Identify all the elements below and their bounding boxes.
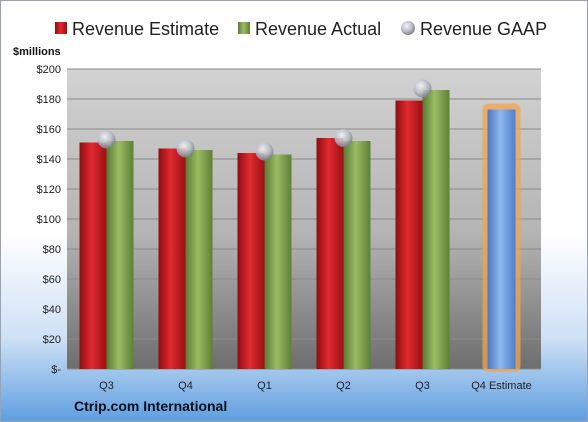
marker-revenue-gaap — [413, 79, 432, 98]
y-axis-unit-label: $millions — [13, 46, 61, 58]
x-tick-label: Q4 Estimate — [471, 380, 532, 392]
bar-revenue-actual — [343, 141, 371, 369]
marker-revenue-gaap — [255, 142, 274, 161]
gridlines — [67, 68, 541, 370]
y-tick-label: $20 — [43, 334, 61, 346]
y-tick-label: $140 — [37, 154, 61, 166]
x-tick-label: Q1 — [257, 380, 272, 392]
y-tick-label: $100 — [37, 214, 61, 226]
x-axis-ticks: Q3 Q4 Q1 Q2 Q3 Q4 Estimate — [99, 380, 532, 392]
chart-marks — [79, 79, 521, 372]
bar-revenue-actual — [185, 150, 213, 369]
legend-gaap-marker — [401, 21, 415, 35]
y-tick-label: $80 — [43, 244, 61, 256]
y-tick-label: $120 — [37, 184, 61, 196]
y-axis-ticks: $- $20 $40 $60 $80 $100 $120 $140 $160 $180 $200 — [37, 64, 62, 376]
x-tick-label: Q3 — [99, 380, 114, 392]
legend-estimate-label: Revenue Estimate — [72, 19, 219, 39]
y-tick-label: $180 — [37, 94, 61, 106]
y-tick-label: $40 — [43, 304, 61, 316]
bar-revenue-estimate — [395, 100, 423, 369]
legend-estimate-swatch — [55, 22, 67, 34]
marker-revenue-gaap — [334, 129, 353, 147]
legend: Revenue Estimate Revenue Actual Revenue … — [55, 19, 547, 39]
legend-actual-swatch — [238, 22, 250, 34]
bar-q4-estimate — [487, 109, 516, 369]
y-tick-label: $160 — [37, 124, 61, 136]
bar-revenue-actual — [106, 141, 134, 369]
legend-gaap-label: Revenue GAAP — [420, 19, 547, 39]
company-name: Ctrip.com International — [74, 398, 228, 414]
x-tick-label: Q3 — [415, 380, 430, 392]
bar-revenue-actual — [422, 90, 450, 369]
bar-revenue-estimate — [316, 138, 344, 369]
bar-revenue-estimate — [79, 142, 107, 369]
y-tick-label: $- — [51, 364, 61, 376]
bar-revenue-actual — [264, 154, 292, 369]
marker-revenue-gaap — [176, 139, 195, 158]
x-tick-label: Q4 — [178, 380, 193, 392]
bar-revenue-estimate — [237, 153, 265, 369]
legend-actual-label: Revenue Actual — [255, 19, 381, 39]
y-tick-label: $60 — [43, 274, 61, 286]
marker-revenue-gaap — [97, 130, 116, 149]
x-tick-label: Q2 — [336, 380, 351, 392]
y-tick-label: $200 — [37, 64, 61, 76]
bar-revenue-estimate — [158, 148, 186, 369]
